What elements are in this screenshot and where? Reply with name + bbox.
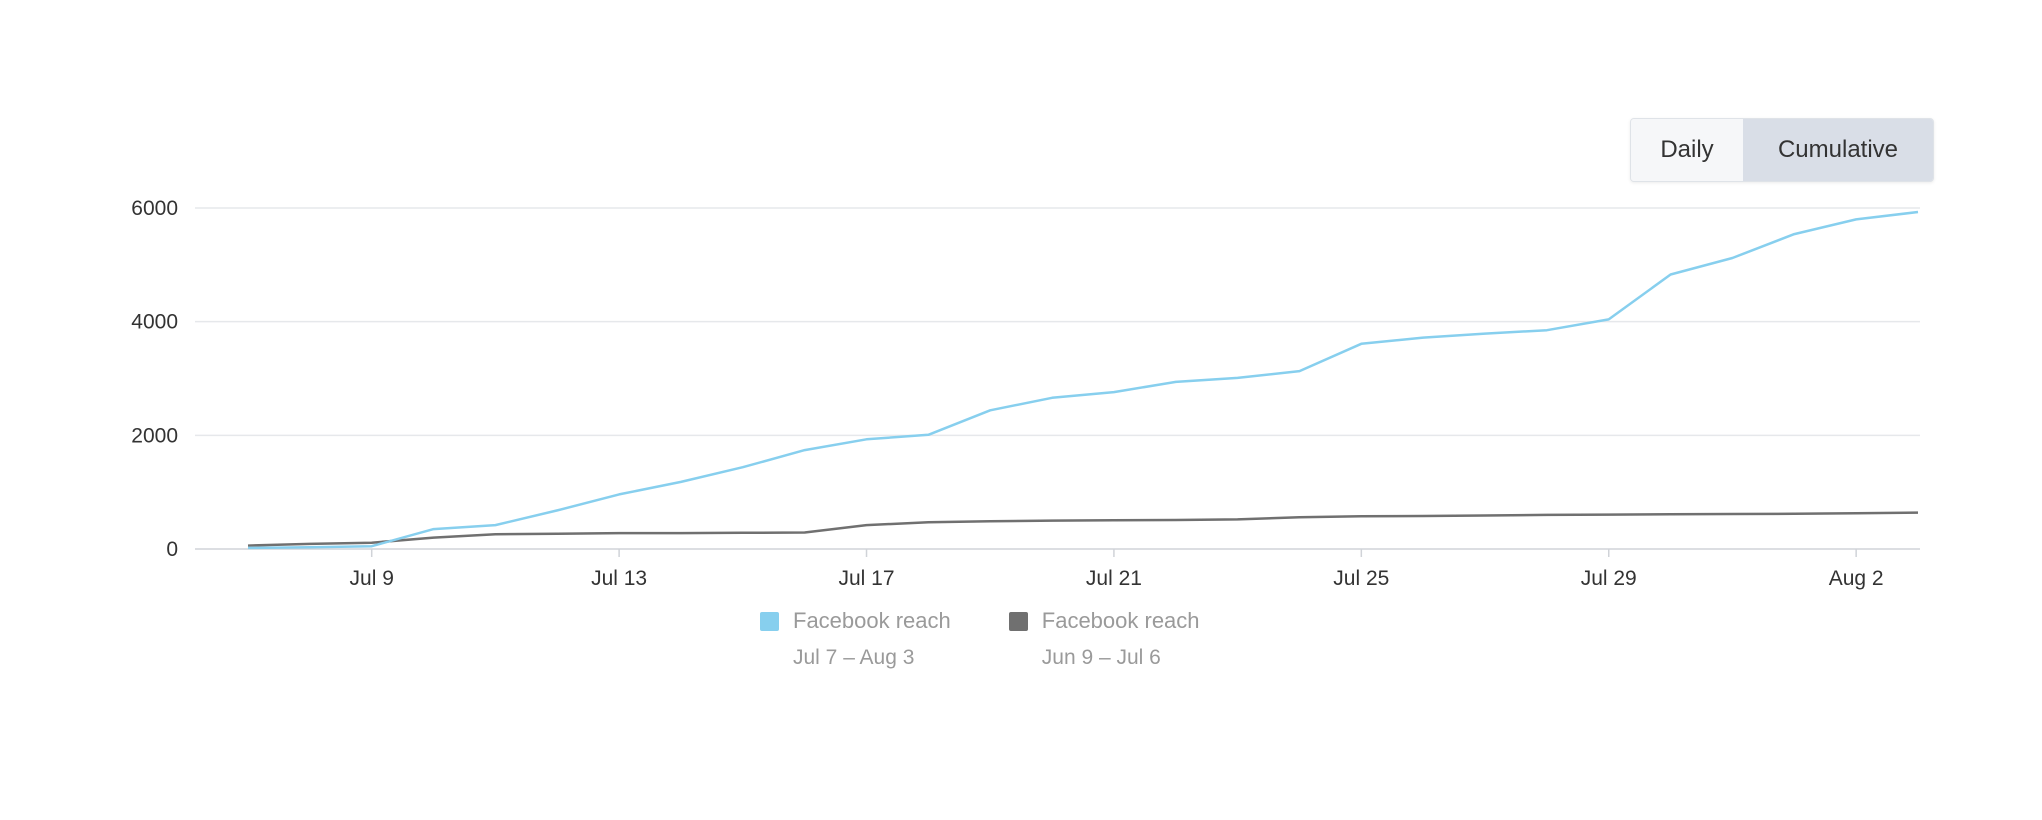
- y-tick-label: 4000: [131, 311, 178, 334]
- y-tick-label: 2000: [131, 424, 178, 447]
- y-tick-label: 6000: [131, 197, 178, 220]
- x-tick-label: Jul 21: [1086, 567, 1142, 590]
- legend-label: Facebook reach: [1041, 608, 1200, 633]
- legend-swatch-previous: [1008, 611, 1028, 631]
- x-tick-label: Jul 25: [1333, 567, 1389, 590]
- y-tick-label: 0: [166, 538, 178, 561]
- cumulative-button[interactable]: Cumulative: [1743, 119, 1933, 181]
- legend-item-current[interactable]: Facebook reach Jul 7 – Aug 3: [760, 608, 951, 670]
- x-tick-label: Jul 13: [591, 567, 647, 590]
- legend-range: Jun 9 – Jul 6: [1041, 646, 1161, 669]
- x-tick-label: Jul 9: [350, 567, 394, 590]
- legend-swatch-current: [760, 611, 779, 631]
- legend-range: Jul 7 – Aug 3: [793, 646, 915, 669]
- x-tick-label: Jul 17: [838, 567, 894, 590]
- series-lines: [247, 210, 1919, 550]
- legend-label: Facebook reach: [793, 608, 951, 633]
- legend-item-previous[interactable]: Facebook reach Jun 9 – Jul 6: [1008, 608, 1200, 670]
- series-line-current[interactable]: [247, 210, 1919, 550]
- x-tick-label: Aug 2: [1829, 567, 1884, 590]
- gridlines: [195, 207, 1920, 550]
- daily-button[interactable]: Daily: [1631, 119, 1743, 181]
- x-tick-label: Jul 29: [1581, 567, 1637, 590]
- series-line-previous[interactable]: [247, 511, 1919, 547]
- y-axis-ticks: 0 2000 4000 6000: [131, 197, 178, 561]
- x-axis-ticks: Jul 9 Jul 13 Jul 17 Jul 21 Jul 25 Jul 29 Aug 2: [350, 549, 1884, 590]
- legend: Facebook reach Jul 7 – Aug 3 Facebook re…: [760, 608, 1200, 670]
- view-toggle: Daily Cumulative: [1630, 118, 1934, 182]
